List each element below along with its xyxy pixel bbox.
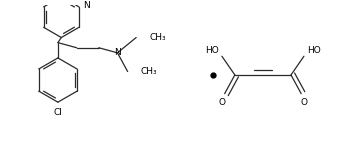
Text: N: N: [114, 48, 121, 57]
Text: HO: HO: [307, 46, 321, 55]
Text: CH₃: CH₃: [141, 67, 157, 76]
Text: N: N: [83, 1, 90, 10]
Text: HO: HO: [205, 46, 218, 55]
Text: O: O: [218, 98, 225, 107]
Text: O: O: [301, 98, 307, 107]
Text: Cl: Cl: [53, 108, 62, 117]
Text: CH₃: CH₃: [149, 33, 166, 42]
